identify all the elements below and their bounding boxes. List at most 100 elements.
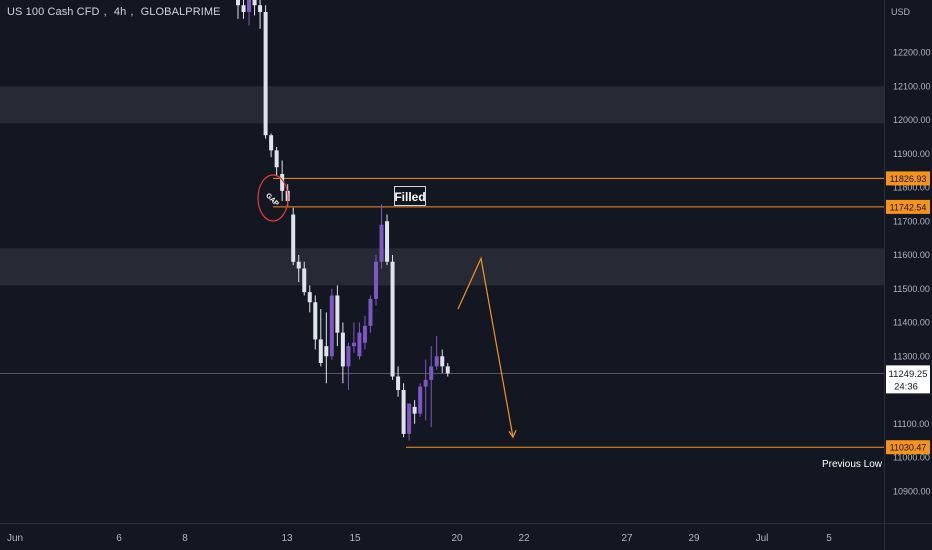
time-tick-label: 27 bbox=[621, 533, 633, 544]
candle-body bbox=[340, 332, 345, 367]
candle-body bbox=[280, 174, 285, 191]
candle[interactable] bbox=[329, 288, 334, 360]
candle-body bbox=[390, 261, 395, 377]
candle-body bbox=[324, 346, 329, 357]
upper-gap-price-tag bbox=[886, 171, 930, 186]
candle[interactable] bbox=[280, 160, 285, 202]
candle-body bbox=[357, 332, 362, 357]
candle[interactable] bbox=[396, 366, 401, 397]
supply-demand-zone[interactable] bbox=[0, 248, 884, 286]
candle-body bbox=[362, 325, 367, 343]
current-price-tag bbox=[886, 365, 930, 394]
time-tick-label: 13 bbox=[281, 533, 293, 544]
candle[interactable] bbox=[357, 322, 362, 360]
candle[interactable] bbox=[445, 363, 450, 377]
previous-low-price-tag-text: 11030.47 bbox=[890, 443, 927, 453]
candle-body bbox=[236, 0, 240, 6]
time-tick-label: 5 bbox=[826, 533, 832, 544]
price-tick-label: 11100.00 bbox=[893, 419, 929, 429]
candle-body bbox=[445, 366, 450, 374]
candle[interactable] bbox=[241, 0, 246, 19]
gap-circle[interactable] bbox=[257, 174, 289, 222]
candle[interactable] bbox=[374, 255, 378, 306]
candle[interactable] bbox=[440, 349, 445, 374]
candle[interactable] bbox=[390, 255, 395, 380]
price-tick-label: 10900.00 bbox=[893, 486, 931, 496]
candle-body bbox=[429, 366, 434, 380]
previous-low-price-tag bbox=[886, 440, 930, 455]
price-tick-label: 12200.00 bbox=[893, 48, 931, 58]
candle[interactable] bbox=[324, 312, 329, 384]
price-tick-label: 11900.00 bbox=[893, 149, 930, 159]
candle-body bbox=[252, 0, 257, 6]
candle-body bbox=[379, 224, 384, 262]
time-tick-label: Jul bbox=[756, 533, 769, 544]
lower-gap-price-tag-text: 11742.54 bbox=[890, 202, 927, 212]
candle[interactable] bbox=[423, 359, 428, 421]
candle[interactable] bbox=[351, 322, 356, 353]
interval-label[interactable]: 4h bbox=[113, 6, 127, 18]
candle-body bbox=[440, 356, 445, 367]
price-tick-label: 11600.00 bbox=[893, 250, 930, 260]
candle[interactable] bbox=[302, 261, 307, 296]
candle[interactable] bbox=[247, 0, 252, 26]
candle[interactable] bbox=[335, 285, 340, 347]
candle-body bbox=[407, 403, 412, 434]
candle[interactable] bbox=[258, 0, 263, 29]
candle[interactable] bbox=[236, 0, 240, 19]
candle[interactable] bbox=[412, 400, 417, 424]
price-tick-label: 11700.00 bbox=[893, 216, 930, 226]
lower-gap-price-tag bbox=[886, 199, 930, 214]
candle-body bbox=[368, 298, 373, 326]
candle[interactable] bbox=[340, 322, 345, 384]
candle[interactable] bbox=[307, 285, 312, 313]
price-tick-label: 11800.00 bbox=[893, 183, 930, 193]
candle[interactable] bbox=[274, 147, 279, 176]
price-tick-label: 11300.00 bbox=[893, 351, 930, 361]
candle[interactable] bbox=[368, 295, 373, 333]
candle-body bbox=[247, 0, 252, 12]
gap-label: GAP bbox=[264, 192, 280, 208]
time-tick-label: Jun bbox=[7, 533, 23, 544]
candle[interactable] bbox=[269, 133, 274, 158]
candle[interactable] bbox=[429, 346, 434, 428]
candle-body bbox=[335, 295, 340, 333]
candle-body bbox=[351, 342, 356, 347]
candle[interactable] bbox=[313, 295, 318, 350]
candle[interactable] bbox=[434, 336, 439, 370]
supply-demand-zone[interactable] bbox=[0, 86, 884, 124]
candle[interactable] bbox=[346, 342, 351, 390]
candle[interactable] bbox=[401, 383, 406, 438]
price-tick-label: 12100.00 bbox=[893, 81, 931, 91]
candle[interactable] bbox=[291, 207, 296, 266]
candle-body bbox=[241, 5, 246, 12]
price-tick-label: 11500.00 bbox=[893, 284, 930, 294]
candle-body bbox=[291, 214, 296, 262]
previous-low-label: Previous Low bbox=[822, 459, 883, 470]
candle-body bbox=[302, 268, 307, 293]
candle-body bbox=[318, 339, 323, 363]
symbol-name[interactable]: US 100 Cash CFD bbox=[7, 6, 100, 18]
candle-body bbox=[313, 302, 318, 340]
candle[interactable] bbox=[385, 214, 390, 266]
time-tick-label: 6 bbox=[116, 533, 122, 544]
candle[interactable] bbox=[407, 403, 412, 441]
candle[interactable] bbox=[296, 255, 301, 282]
projection-path[interactable] bbox=[457, 256, 514, 438]
candle[interactable] bbox=[379, 204, 384, 269]
candle[interactable] bbox=[318, 309, 323, 367]
filled-label: Filled bbox=[394, 190, 425, 204]
candle[interactable] bbox=[252, 0, 257, 16]
candle-body bbox=[307, 292, 312, 303]
candle-body bbox=[329, 295, 334, 357]
time-tick-label: 20 bbox=[451, 533, 463, 544]
time-tick-label: 8 bbox=[182, 533, 188, 544]
candle[interactable] bbox=[263, 5, 268, 139]
candle-body bbox=[401, 390, 406, 434]
candle[interactable] bbox=[418, 383, 423, 417]
candle[interactable] bbox=[362, 315, 367, 350]
candle-body bbox=[434, 356, 439, 367]
filled-label-box[interactable] bbox=[394, 186, 426, 206]
currency-label: USD bbox=[891, 7, 911, 17]
